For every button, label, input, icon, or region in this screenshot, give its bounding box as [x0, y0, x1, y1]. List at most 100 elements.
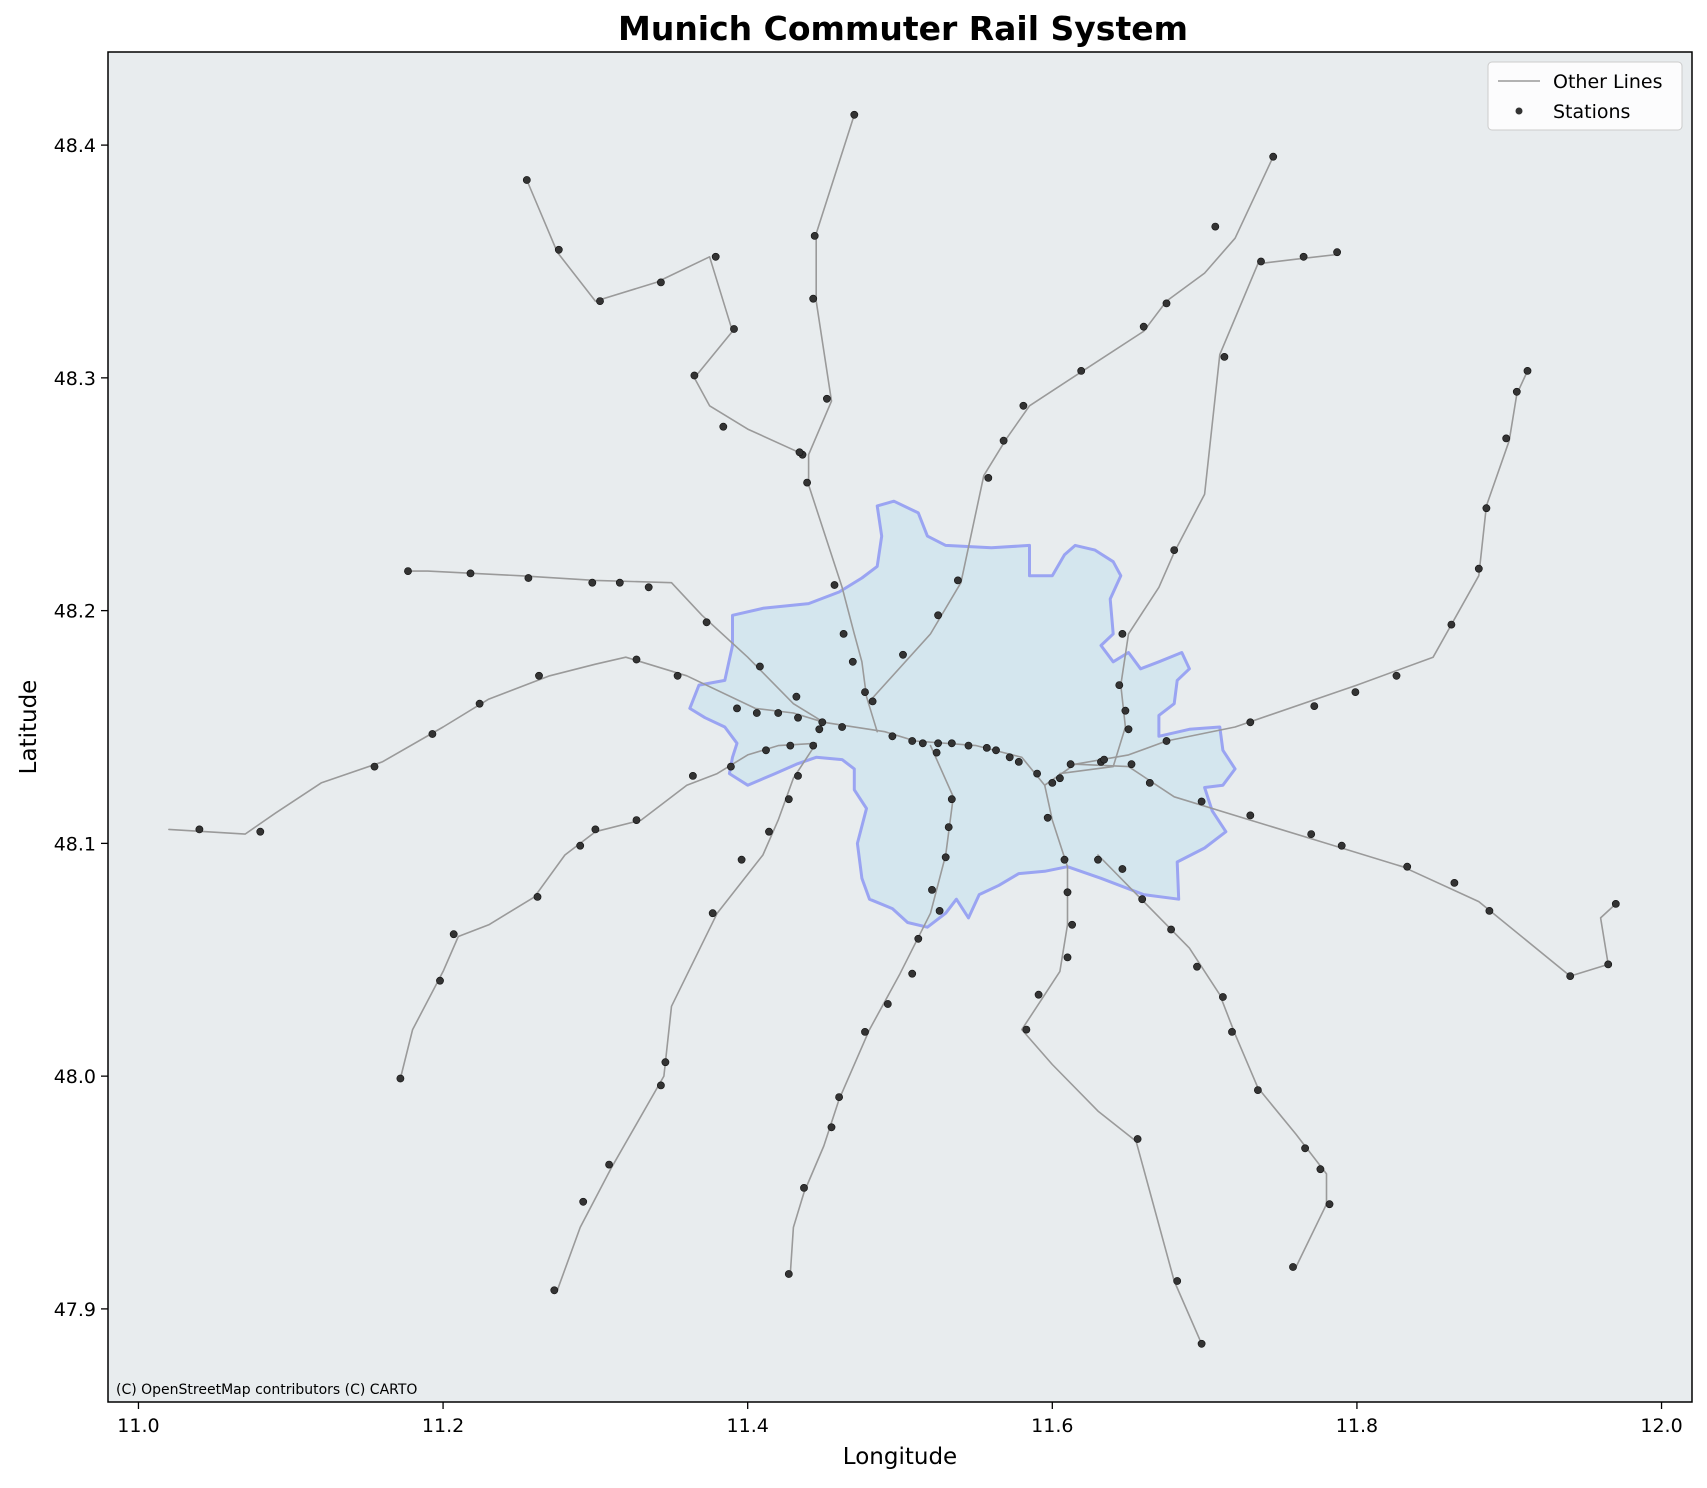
- city-boundary: [688, 499, 1237, 929]
- y-tick-label: 48.1: [54, 833, 96, 855]
- station-marker: [815, 725, 824, 734]
- station-marker: [535, 671, 543, 680]
- station-marker: [1392, 671, 1401, 680]
- rail-line-7: [1097, 854, 1328, 1268]
- station-marker: [711, 252, 720, 261]
- station-marker: [809, 741, 818, 750]
- station-marker: [702, 618, 711, 627]
- station-marker: [256, 827, 265, 836]
- station-marker: [795, 448, 804, 457]
- station-marker: [861, 1028, 869, 1036]
- station-marker: [984, 473, 993, 482]
- station-marker: [941, 853, 950, 862]
- station-marker: [1254, 1086, 1262, 1094]
- station-marker: [1337, 841, 1346, 850]
- station-marker: [934, 611, 942, 620]
- station-marker: [1019, 401, 1028, 410]
- station-marker: [533, 893, 542, 901]
- station-marker: [1228, 1028, 1236, 1036]
- station-marker: [1162, 737, 1171, 745]
- station-marker: [792, 692, 801, 701]
- station-marker: [762, 746, 770, 755]
- station-marker: [475, 699, 484, 708]
- station-marker: [932, 748, 941, 757]
- rail-line-2: [404, 570, 825, 724]
- x-tick-label: 11.4: [727, 1415, 769, 1437]
- station-marker: [591, 825, 600, 834]
- legend-station-swatch: [1515, 107, 1523, 115]
- station-marker: [195, 825, 204, 834]
- station-marker: [404, 567, 412, 575]
- station-marker: [605, 1160, 613, 1169]
- y-axis: 47.9 48.0 48.1 48.2 48.3 48.4: [54, 135, 108, 1321]
- station-marker: [1056, 774, 1064, 783]
- rail-line-9: [1074, 370, 1529, 766]
- station-marker: [615, 578, 624, 587]
- station-marker: [719, 422, 728, 431]
- station-marker: [765, 827, 773, 836]
- station-marker: [830, 581, 839, 589]
- station-marker: [632, 816, 641, 824]
- station-marker: [1034, 990, 1043, 999]
- station-marker: [1485, 907, 1494, 915]
- y-tick-label: 47.9: [54, 1299, 96, 1321]
- station-marker: [1063, 888, 1072, 897]
- station-marker: [1127, 760, 1136, 769]
- station-marker: [1043, 813, 1052, 822]
- station-marker: [1512, 387, 1521, 396]
- station-marker: [1502, 434, 1511, 443]
- station-marker: [727, 762, 735, 771]
- station-marker: [794, 772, 802, 780]
- station-marker: [1289, 1263, 1297, 1271]
- station-marker: [803, 478, 811, 487]
- legend-box: [1487, 61, 1683, 131]
- station-marker: [1060, 855, 1069, 864]
- station-marker: [1269, 152, 1278, 161]
- station-marker: [827, 1123, 836, 1132]
- station-marker: [1162, 299, 1171, 308]
- station-marker: [1403, 862, 1412, 871]
- station-marker: [632, 655, 641, 664]
- station-marker: [708, 909, 717, 918]
- station-marker: [1325, 1200, 1334, 1209]
- station-marker: [554, 245, 563, 254]
- station-marker: [1211, 222, 1220, 231]
- station-marker: [1604, 960, 1613, 969]
- x-axis-label: Longitude: [843, 1444, 957, 1470]
- station-marker: [370, 762, 379, 771]
- station-marker: [1257, 257, 1265, 266]
- station-marker: [1170, 546, 1179, 554]
- station-marker: [466, 569, 475, 578]
- x-tick-label: 11.2: [422, 1415, 464, 1437]
- station-marker: [733, 704, 741, 713]
- plot-frame: [107, 51, 1693, 1403]
- station-marker: [1197, 1339, 1206, 1348]
- station-marker: [428, 730, 437, 738]
- station-marker: [1351, 688, 1360, 696]
- rail-line-1: [168, 656, 825, 835]
- station-marker: [1193, 962, 1201, 971]
- station-marker: [644, 583, 653, 592]
- station-marker: [800, 1184, 808, 1192]
- station-marker: [999, 436, 1008, 445]
- station-marker: [1115, 681, 1124, 689]
- station-marker: [823, 394, 831, 403]
- station-marker: [1066, 760, 1075, 769]
- station-marker: [794, 713, 802, 722]
- x-tick-label: 11.0: [117, 1415, 159, 1437]
- station-marker: [689, 772, 697, 780]
- station-marker: [1301, 1144, 1309, 1153]
- station-marker: [550, 1286, 559, 1295]
- station-marker: [928, 886, 936, 894]
- station-marker: [1005, 753, 1014, 762]
- rail-line-13: [525, 179, 805, 456]
- station-marker: [1310, 702, 1319, 710]
- station-marker: [673, 671, 682, 680]
- station-marker: [784, 795, 793, 804]
- station-marker: [752, 709, 761, 717]
- station-marker: [1139, 322, 1148, 331]
- station-marker: [1220, 352, 1229, 361]
- y-tick-label: 48.0: [54, 1066, 96, 1088]
- station-marker: [1447, 620, 1456, 629]
- station-marker: [1022, 1025, 1031, 1034]
